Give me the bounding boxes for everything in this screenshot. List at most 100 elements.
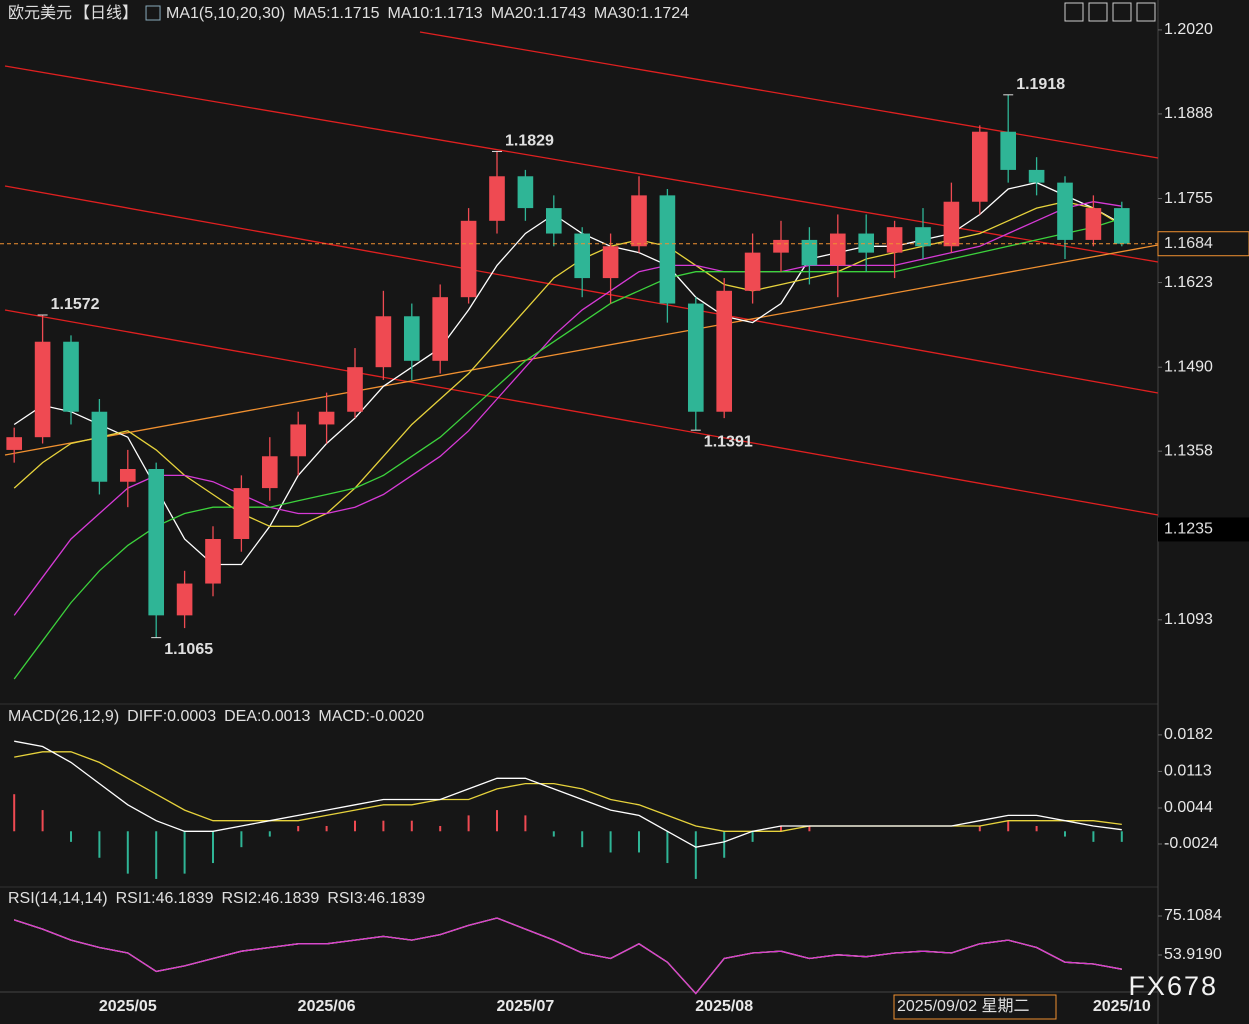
extreme-label: 1.1065 [164, 641, 213, 658]
legend-entry: RSI1:46.1839 [116, 890, 214, 907]
y-tick-label: 1.1888 [1164, 105, 1213, 122]
candle-body [1085, 208, 1102, 240]
legend-entry: MA20:1.1743 [491, 5, 586, 22]
candle-body [119, 469, 136, 482]
candle-body [318, 411, 335, 425]
legend-entry: MA10:1.1713 [388, 5, 483, 22]
candle-body [687, 303, 704, 412]
candle-body [34, 341, 51, 438]
toolbar-button[interactable] [1112, 2, 1132, 22]
legend-entry: MA30:1.1724 [594, 5, 689, 22]
candle-body [602, 246, 619, 279]
candle-body [432, 297, 449, 361]
candle-body [716, 290, 733, 412]
candle-body [6, 437, 23, 450]
x-tick-label: 2025/07 [496, 998, 554, 1015]
period-label: 【日线】 [74, 4, 138, 22]
toolbar-button[interactable] [1136, 2, 1156, 22]
crosshair-date-box [893, 994, 1057, 1020]
y-tick-label: 1.2020 [1164, 21, 1213, 38]
candle-body [460, 220, 477, 298]
toolbar [1064, 2, 1156, 22]
candle-body [403, 316, 420, 361]
y-tick-label: 1.1755 [1164, 190, 1213, 207]
last-price-box [1157, 231, 1249, 257]
candle-body [915, 227, 931, 247]
indicator-icon [145, 5, 161, 21]
x-tick-label: 2025/05 [99, 998, 157, 1015]
candle-body [63, 341, 79, 412]
series-line [13, 217, 1122, 680]
candle-body [1028, 169, 1045, 183]
crosshair-price-label: 1.1235 [1164, 521, 1213, 538]
candle-body [1113, 208, 1130, 244]
candle-body [347, 367, 363, 412]
candle-body [176, 583, 193, 616]
candle-body [233, 488, 250, 539]
candle-body [489, 176, 505, 221]
y-tick-label: 1.1093 [1164, 611, 1213, 628]
y-tick-label: -0.0024 [1164, 835, 1218, 852]
last-price-label: 1.1684 [1164, 235, 1213, 252]
chart-title: RSI(14,14,14) [8, 890, 108, 907]
y-tick-label: 75.1084 [1164, 907, 1222, 924]
support-line [4, 244, 1159, 456]
candle-body [517, 176, 534, 209]
legend-entry: DIFF:0.0003 [127, 708, 216, 725]
watermark: FX678 [1128, 971, 1218, 1001]
candle-body [1057, 182, 1073, 240]
channel-line [4, 309, 1159, 516]
candle-body [858, 233, 875, 253]
candle-body [1000, 131, 1017, 170]
indicator-label: MA1(5,10,20,30) [166, 5, 285, 22]
y-tick-label: 1.1623 [1164, 274, 1213, 291]
y-tick-label: 0.0113 [1164, 763, 1212, 780]
candle-body [659, 195, 676, 304]
series-line [14, 740, 1122, 848]
candle-body [290, 424, 307, 457]
series-line [13, 917, 1122, 995]
series-line [13, 201, 1122, 616]
toolbar-button[interactable] [1088, 2, 1108, 22]
candle-body [148, 469, 165, 616]
y-tick-label: 0.0044 [1164, 799, 1213, 816]
channel-line [4, 65, 1159, 263]
candle-body [545, 208, 562, 234]
y-tick-label: 1.1490 [1164, 358, 1213, 375]
candle-body [829, 233, 846, 266]
trend-lines [4, 31, 1159, 516]
legend-entry: DEA:0.0013 [224, 708, 310, 725]
extreme-label: 1.1918 [1016, 76, 1065, 93]
chart-title: 欧元美元 [8, 4, 72, 22]
legend-entry: MA5:1.1715 [293, 5, 379, 22]
crosshair-date-label: 2025/09/02 星期二 [897, 997, 1030, 1015]
x-tick-label: 2025/06 [298, 998, 356, 1015]
extreme-label: 1.1391 [704, 433, 753, 450]
candle-body [801, 239, 818, 266]
chart-title: MACD(26,12,9) [8, 708, 119, 725]
extreme-label: 1.1572 [51, 296, 100, 313]
candle-body [205, 539, 221, 584]
y-tick-label: 1.1358 [1164, 442, 1213, 459]
candle-body [261, 456, 278, 489]
legend-entry: RSI2:46.1839 [221, 890, 319, 907]
candle-body [631, 195, 647, 247]
legend-entry: RSI3:46.1839 [327, 890, 425, 907]
x-tick-label: 2025/10 [1093, 998, 1151, 1015]
x-tick-label: 2025/08 [695, 998, 753, 1015]
candle-body [375, 316, 392, 368]
channel-line [4, 185, 1159, 394]
series-line [13, 201, 1123, 527]
crosshair-price-box [1158, 517, 1249, 542]
candle-body [773, 239, 789, 253]
candle-body [91, 411, 108, 482]
candle-body [886, 227, 903, 253]
candle-body [574, 233, 591, 279]
toolbar-button[interactable] [1064, 2, 1084, 22]
candle-body [943, 201, 960, 247]
extreme-label: 1.1829 [505, 133, 554, 150]
legend-entry: MACD:-0.0020 [318, 708, 424, 725]
